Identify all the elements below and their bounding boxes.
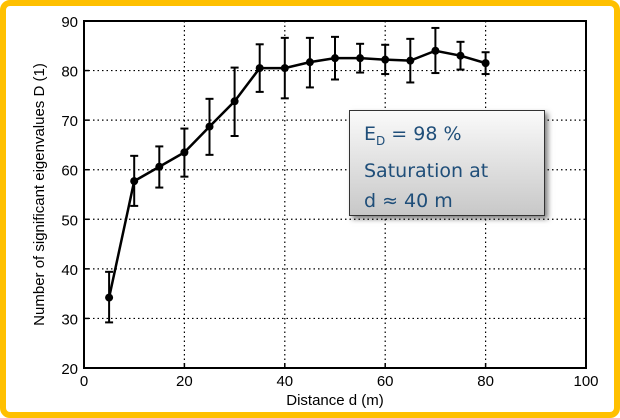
data-point — [406, 56, 415, 65]
data-point — [331, 54, 339, 63]
y-tick-label: 50 — [61, 212, 78, 229]
data-point — [431, 46, 440, 55]
plot-axes-box — [83, 20, 587, 369]
annotation-line-1: ED = 98 % — [364, 119, 544, 156]
y-tick-label: 80 — [61, 64, 78, 81]
series-line — [107, 49, 486, 298]
annotation-box: ED = 98 % Saturation at d ≈ 40 m — [349, 110, 545, 216]
x-tick-label: 0 — [80, 373, 88, 390]
data-point — [105, 293, 114, 302]
data-point — [205, 122, 214, 131]
data-point — [481, 59, 490, 68]
x-tick-label: 20 — [176, 373, 193, 390]
annotation-line-2: Saturation at — [364, 159, 489, 182]
x-axis-label: Distance d (m) — [286, 392, 384, 409]
annotation-sub: D — [376, 133, 386, 148]
data-point — [356, 54, 365, 63]
y-tick-label: 90 — [61, 14, 78, 31]
y-tick-label: 60 — [61, 163, 78, 180]
annotation-e: E — [364, 123, 377, 145]
y-tick-label: 30 — [61, 311, 78, 328]
x-tick-label: 80 — [477, 373, 494, 390]
data-point — [155, 162, 164, 171]
y-tick-label: 40 — [61, 262, 78, 279]
data-point — [305, 58, 314, 67]
data-point — [381, 55, 390, 64]
data-point — [180, 148, 189, 157]
data-point — [280, 64, 289, 73]
annotation-line-3: d ≈ 40 m — [364, 189, 453, 212]
x-tick-label: 60 — [377, 373, 394, 390]
data-point — [255, 64, 264, 73]
x-tick-label: 100 — [573, 373, 598, 390]
annotation-value: = 98 % — [385, 123, 462, 145]
y-axis-label: Number of significant eigenvalues D (1) — [31, 63, 48, 326]
x-tick-label: 40 — [276, 373, 293, 390]
data-point — [456, 51, 465, 60]
y-tick-label: 70 — [61, 113, 78, 130]
data-point — [230, 97, 239, 106]
data-point — [130, 177, 139, 186]
y-tick-label: 20 — [61, 361, 78, 378]
